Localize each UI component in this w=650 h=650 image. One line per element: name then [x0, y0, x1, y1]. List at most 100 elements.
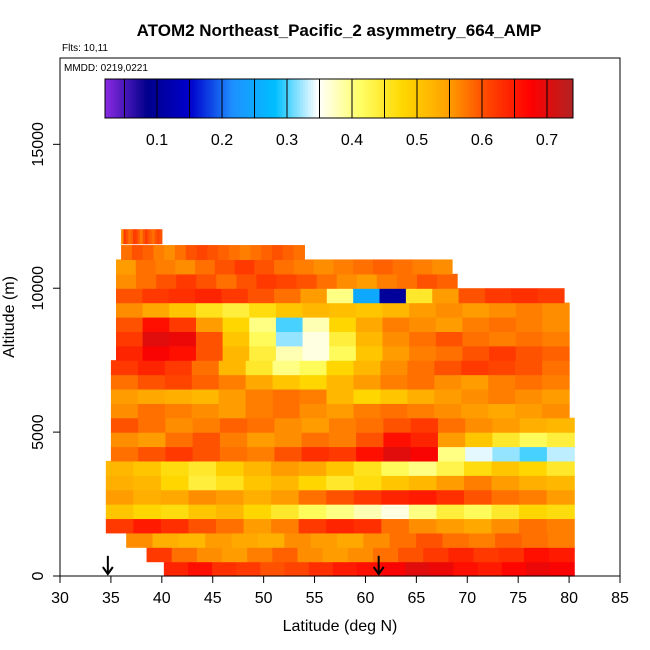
heatmap-cell	[337, 532, 364, 548]
heatmap-cell	[272, 374, 301, 390]
heatmap-cell	[195, 288, 223, 304]
heatmap-cell	[410, 446, 439, 462]
colorbar-swatch	[570, 79, 574, 118]
heatmap-cell	[550, 561, 575, 577]
heatmap-cell	[436, 518, 465, 534]
heatmap-cell	[301, 446, 330, 462]
heatmap-cell	[299, 360, 328, 376]
heatmap-cell	[546, 417, 575, 433]
heatmap-cell	[284, 561, 310, 577]
heatmap-cell	[519, 489, 548, 505]
colorbar-swatch	[526, 79, 530, 118]
heatmap-cell	[453, 561, 479, 577]
colorbar-swatch	[409, 79, 413, 118]
heatmap-cell	[175, 259, 196, 275]
heatmap-cell	[276, 273, 298, 289]
colorbar-swatch	[149, 79, 153, 118]
colorbar-swatch	[240, 79, 244, 118]
heatmap-cell	[298, 489, 327, 505]
heatmap-cell	[381, 460, 410, 476]
heatmap-cell	[284, 532, 312, 548]
heatmap-cell	[511, 288, 539, 304]
colorbar-swatch	[196, 79, 200, 118]
heatmap-cell	[296, 273, 318, 289]
colorbar-swatch	[136, 79, 140, 118]
heatmap-cell	[463, 460, 493, 476]
colorbar-swatch	[227, 79, 231, 118]
heatmap-cell	[416, 273, 438, 289]
heatmap-cell	[463, 489, 493, 505]
heatmap-cell	[299, 403, 328, 419]
colorbar-swatch	[177, 79, 181, 118]
heatmap-cell	[185, 245, 198, 261]
heatmap-cell	[436, 460, 465, 476]
colorbar-swatch	[162, 79, 166, 118]
heatmap-cell	[155, 259, 176, 275]
heatmap-cell	[301, 417, 330, 433]
heatmap-cell	[243, 460, 272, 476]
heatmap-cell	[207, 245, 219, 261]
colorbar-swatch	[242, 79, 246, 118]
heatmap-cell	[376, 273, 398, 289]
colorbar-swatch	[328, 79, 332, 118]
heatmap-cell	[380, 388, 408, 404]
heatmap-cell	[164, 360, 193, 376]
colorbar-swatch	[531, 79, 535, 118]
colorbar-swatch	[232, 79, 236, 118]
heatmap-cell	[110, 360, 139, 376]
heatmap-cell	[142, 229, 146, 245]
heatmap-cell	[549, 547, 575, 563]
heatmap-cell	[405, 288, 433, 304]
colorbar-swatch	[461, 79, 465, 118]
heatmap-cell	[165, 432, 194, 448]
heatmap-cell	[432, 259, 453, 275]
colorbar-swatch	[216, 79, 220, 118]
heatmap-cell	[216, 504, 245, 520]
heatmap-cell	[353, 374, 382, 390]
heatmap-cell	[249, 317, 277, 332]
heatmap-cell	[491, 518, 520, 534]
heatmap-cell	[462, 345, 490, 361]
colorbar-swatch	[300, 79, 304, 118]
heatmap-cell	[329, 317, 357, 332]
colorbar-swatch	[554, 79, 558, 118]
colorbar-swatch	[315, 79, 319, 118]
heatmap-cell	[434, 374, 462, 390]
heatmap-cell	[398, 547, 424, 563]
colorbar-swatch	[552, 79, 556, 118]
heatmap-cell	[353, 388, 382, 404]
colorbar-swatch	[349, 79, 353, 118]
colorbar-swatch	[549, 79, 553, 118]
heatmap-cell	[495, 532, 523, 548]
colorbar-swatch	[523, 79, 527, 118]
heatmap-cell	[491, 489, 520, 505]
colorbar-swatch	[261, 79, 265, 118]
heatmap-cell	[477, 561, 503, 577]
colorbar-swatch	[466, 79, 470, 118]
heatmap-cell	[408, 489, 438, 505]
colorbar-swatch	[515, 79, 519, 118]
colorbar-swatch	[482, 79, 486, 118]
heatmap-cell	[178, 532, 206, 548]
colorbar-swatch	[440, 79, 444, 118]
colorbar-swatch	[284, 79, 288, 118]
x-tick-label: 70	[458, 590, 476, 607]
colorbar-swatch	[521, 79, 525, 118]
colorbar-swatch	[414, 79, 418, 118]
heatmap-cell	[165, 446, 194, 462]
heatmap-cell	[105, 518, 134, 534]
heatmap-cell	[188, 489, 217, 505]
colorbar-swatch	[323, 79, 327, 118]
colorbar-swatch	[489, 79, 493, 118]
heatmap-cell	[463, 475, 493, 491]
heatmap-cell	[301, 432, 330, 448]
colorbar-swatch	[505, 79, 509, 118]
heatmap-cell	[408, 460, 438, 476]
heatmap-cell	[437, 446, 466, 462]
colorbar-swatch	[484, 79, 488, 118]
x-axis: 30 35 40 45 50 55 60 65 70 75 80 85	[51, 576, 629, 607]
colorbar-tick-label: 0.6	[471, 132, 493, 149]
y-axis: 0 5000 10000 15000	[30, 122, 60, 580]
heatmap-cell	[326, 388, 355, 404]
heatmap-cell	[355, 317, 384, 332]
